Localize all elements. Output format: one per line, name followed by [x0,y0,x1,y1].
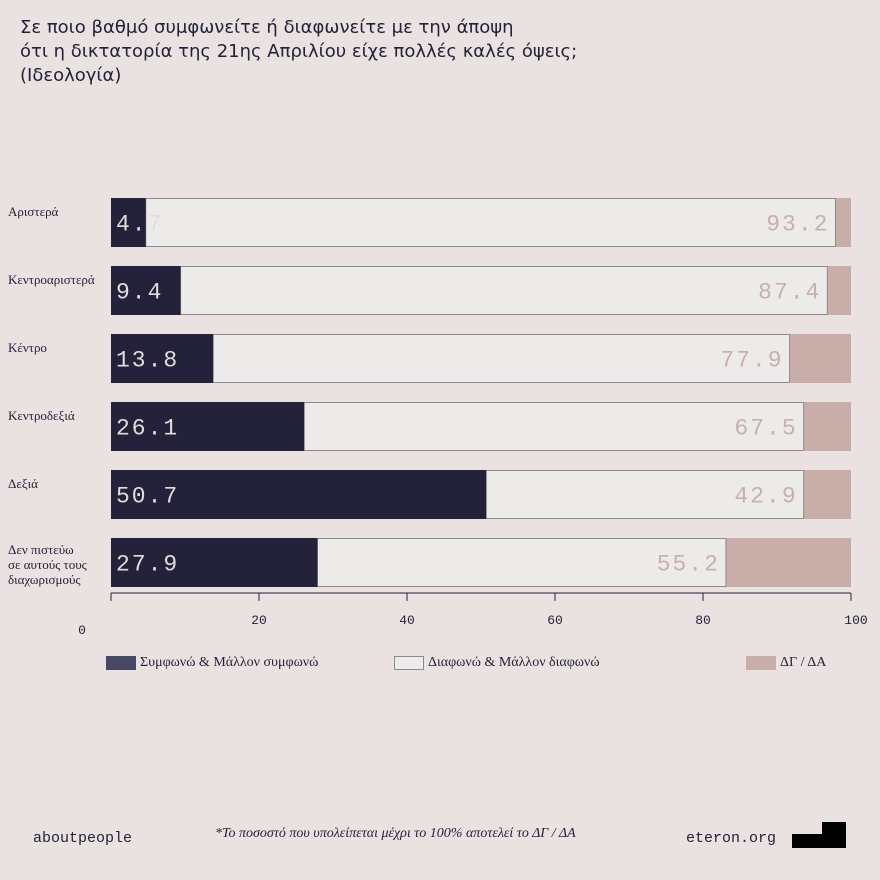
bar-value-disagree: 42.9 [734,484,797,510]
chart-title: Σε ποιο βαθμό συμφωνείτε ή διαφωνείτε με… [20,16,800,88]
x-tick-label: 80 [695,613,711,628]
bar-value-disagree: 77.9 [720,348,783,374]
bar-segment-agree [111,402,305,451]
x-tick-label: 40 [399,613,415,628]
bar-segment-dkna [803,402,851,451]
category-label: Αριστερά [8,204,59,219]
bar-segment-agree [111,470,487,519]
category-label: Κεντροδεξιά [8,408,75,423]
legend-item-dkna: ΔΓ / ΔΑ [746,655,826,671]
bar-segment-dkna [789,334,851,383]
legend-item-agree: Συμφωνώ & Μάλλον συμφωνώ [106,655,318,671]
bar-segment-dkna [803,470,851,519]
bar-value-agree: 26.1 [116,416,179,442]
x-tick-label: 100 [844,613,867,628]
category-label-line: Αριστερά [8,204,59,219]
category-label: Κεντροαριστερά [8,272,95,287]
chart-title-line: ότι η δικτατορία της 21ης Απριλίου είχε … [20,41,578,62]
bar-segment-disagree [303,402,805,451]
legend-label-agree: Συμφωνώ & Μάλλον συμφωνώ [140,655,319,670]
category-label: Κέντρο [8,340,47,355]
bar-segment-agree [111,334,214,383]
bar-value-disagree: 55.2 [657,552,720,578]
bar-value-agree: 4.7 [116,212,163,238]
chart-title-line: Σε ποιο βαθμό συμφωνείτε ή διαφωνείτε με… [20,17,514,38]
legend-label-dkna: ΔΓ / ΔΑ [780,655,827,670]
x-tick-label: 0 [78,623,86,638]
category-label: Δεν πιστεύω σε αυτούς τους διαχωρισμούς [8,542,88,587]
category-label-line: Κεντροδεξιά [8,408,75,423]
category-label-line: διαχωρισμούς [8,572,81,587]
footnote: *Το ποσοστό που υπολείπεται μέχρι το 100… [215,826,576,841]
bar-segment-disagree [145,198,836,247]
legend-label-disagree: Διαφωνώ & Μάλλον διαφωνώ [428,655,600,670]
category-label: Δεξιά [8,476,38,491]
bar-value-disagree: 93.2 [766,212,829,238]
x-tick-label: 20 [251,613,267,628]
legend-swatch-disagree [394,656,424,670]
bar-value-agree: 27.9 [116,552,179,578]
bar-value-agree: 9.4 [116,280,163,306]
category-label-line: σε αυτούς τους [8,557,88,572]
legend-swatch-dkna [746,656,776,670]
category-label-line: Κεντροαριστερά [8,272,95,287]
bar-segment-disagree [316,538,727,587]
bar-value-disagree: 67.5 [734,416,797,442]
bar-segment-agree [111,266,181,315]
chart-title-line: (Ιδεολογία) [20,65,122,86]
bar-segment-dkna [835,198,851,247]
legend-item-disagree: Διαφωνώ & Μάλλον διαφωνώ [394,655,600,671]
bar-segment-agree [111,538,318,587]
bar-segment-dkna [725,538,851,587]
category-label-line: Δεξιά [8,476,38,491]
bar-value-agree: 50.7 [116,484,179,510]
legend-swatch-agree [106,656,136,670]
eteron-link[interactable]: eteron.org [686,830,777,847]
bar-segment-disagree [180,266,828,315]
bar-segment-dkna [827,266,851,315]
bar-segment-disagree [212,334,791,383]
bar-segment-agree [111,198,146,247]
bar-value-disagree: 87.4 [758,280,821,306]
eteron-logo-icon [792,822,846,848]
category-label-line: Κέντρο [8,340,47,355]
x-tick-label: 60 [547,613,563,628]
aboutpeople-logo: aboutpeople [33,830,133,847]
bar-value-agree: 13.8 [116,348,179,374]
category-label-line: Δεν πιστεύω [8,542,74,557]
stacked-bar-chart: 4.7 93.2 Αριστερά 9.4 87.4 Κεντροαριστερά 13.8… [8,198,868,638]
